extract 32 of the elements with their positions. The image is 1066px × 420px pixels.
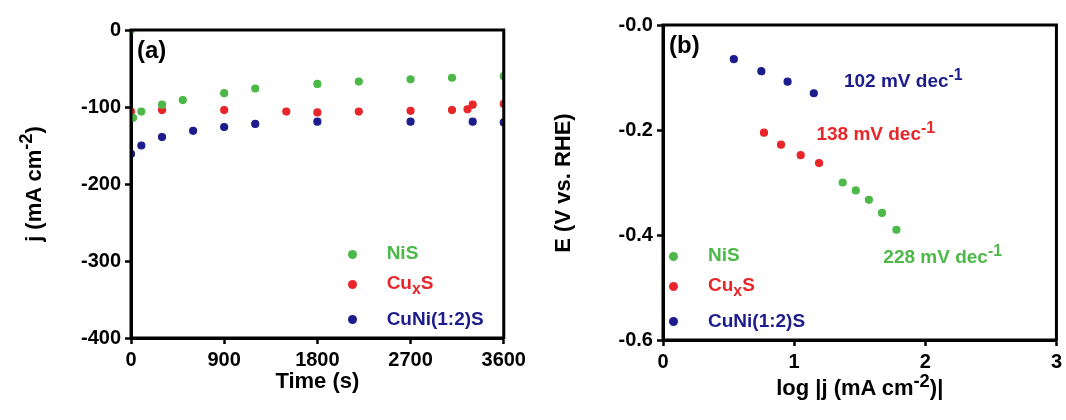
legend-label: NiS (707, 243, 741, 268)
y-tick-label: -100 (80, 94, 121, 117)
x-tick-label: 3 (1050, 349, 1062, 372)
y-tick-label: -0.4 (618, 222, 654, 245)
x-tick-label: 2 (919, 349, 931, 372)
annotation: (a) (137, 36, 167, 64)
x-axis-title: log |j (mA cm$^{-2}$)| (776, 370, 944, 402)
x-tick-label: 1800 (295, 347, 340, 370)
y-tick-label: -0.0 (618, 12, 653, 35)
x-tick-label: 0 (657, 349, 669, 372)
annotation: 138 mV dec$^{-1}$ (816, 118, 936, 146)
x-tick-label: 1 (788, 349, 800, 372)
y-tick-label: -400 (80, 325, 121, 348)
annotation: 228 mV dec$^{-1}$ (883, 241, 1002, 269)
legend-label: NiS (385, 241, 420, 266)
legend-label: Cu$_{x}$S (385, 271, 435, 299)
y-tick-label: -0.2 (618, 117, 653, 140)
x-tick-label: 2700 (388, 347, 433, 370)
annotation: 102 mV dec$^{-1}$ (843, 65, 963, 92)
x-tick-label: 900 (207, 347, 241, 370)
y-tick-label: -300 (80, 248, 121, 271)
annotation: (b) (669, 31, 700, 59)
y-tick-label: -0.6 (618, 327, 653, 350)
y-tick-label: 0 (109, 17, 121, 40)
legend-label: CuNi(1:2)S (707, 309, 806, 333)
legend-label: CuNi(1:2)S (385, 307, 484, 331)
x-tick-label: 3600 (481, 347, 526, 370)
y-axis-title: E (V vs. RHE) (550, 112, 576, 253)
x-axis-title: Time (s) (275, 368, 360, 394)
legend-label: Cu$_{x}$S (707, 273, 756, 301)
x-tick-label: 0 (125, 347, 137, 370)
y-tick-label: -200 (80, 171, 121, 194)
